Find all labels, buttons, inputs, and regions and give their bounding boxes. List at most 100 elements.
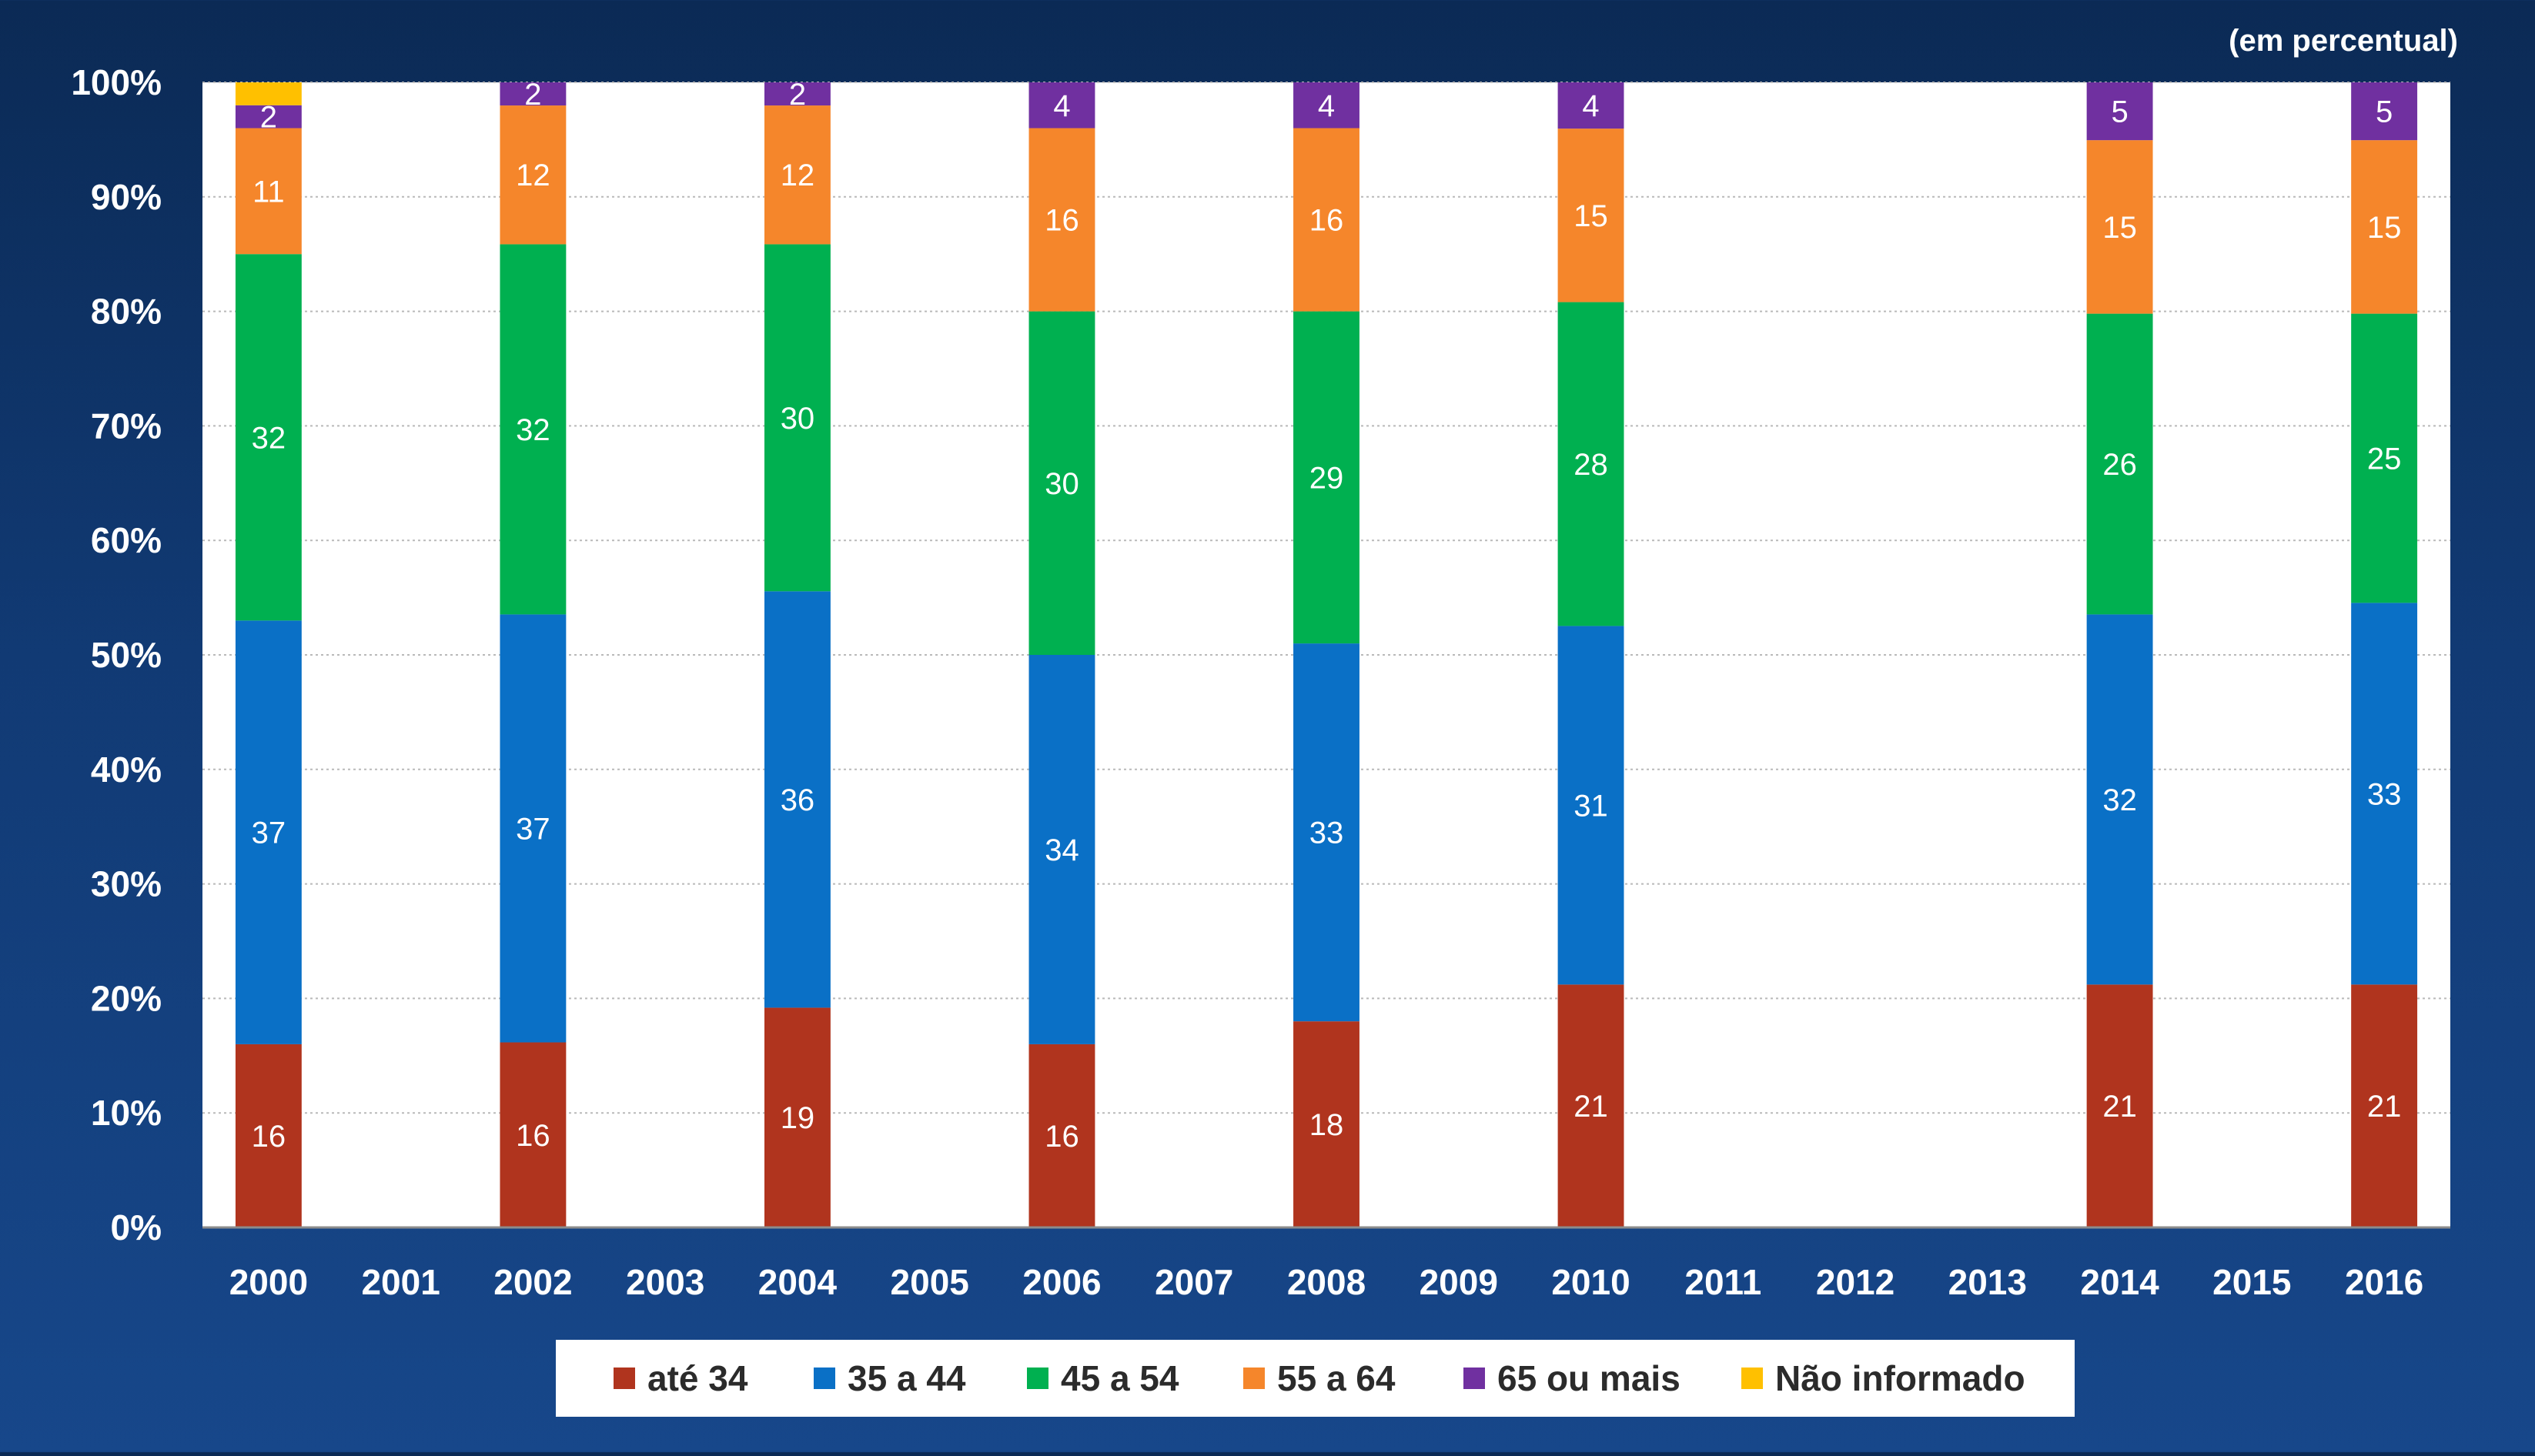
bar-segment <box>764 1007 831 1227</box>
data-label: 4 <box>1582 89 1599 123</box>
data-label: 21 <box>2102 1090 2137 1124</box>
legend-label: Não informado <box>1775 1358 2025 1398</box>
bar-segment <box>1293 311 1359 644</box>
data-label: 5 <box>2111 95 2128 129</box>
data-label: 28 <box>1574 448 1608 482</box>
legend: até 34 35 a 44 45 a 54 55 a 64 65 ou mais Não… <box>556 1340 2075 1417</box>
data-label: 36 <box>781 783 815 817</box>
x-tick-label: 2004 <box>758 1262 838 1302</box>
y-tick-label: 100% <box>71 62 162 102</box>
bars <box>235 82 2418 1227</box>
data-label: 32 <box>516 413 550 447</box>
bar-segment <box>2351 984 2418 1227</box>
y-tick-label: 0% <box>111 1207 162 1247</box>
data-label: 34 <box>1045 833 1079 867</box>
legend-swatch <box>1027 1368 1048 1389</box>
bar-segment <box>764 591 831 1008</box>
data-label: 16 <box>516 1119 550 1153</box>
bar-segment <box>2086 313 2153 615</box>
legend-swatch <box>1243 1368 1265 1389</box>
bar-segment <box>1557 984 1624 1227</box>
bar-segment <box>2351 82 2418 141</box>
x-tick-label: 2016 <box>2345 1262 2423 1302</box>
bar-segment <box>2086 140 2153 314</box>
data-label: 2 <box>789 78 806 112</box>
data-label: 15 <box>2367 211 2402 245</box>
bar-segment <box>1028 655 1095 1044</box>
legend-swatch <box>814 1368 835 1389</box>
legend-swatch <box>614 1368 635 1389</box>
x-tick-label: 2014 <box>2080 1262 2159 1302</box>
bar-segment <box>1028 1044 1095 1227</box>
data-label: 33 <box>1309 816 1344 850</box>
data-label: 2 <box>524 78 541 112</box>
x-tick-label: 2005 <box>891 1262 969 1302</box>
axes: 0% 10% 20% 30% 40% 50% 60% 70% 80% 90% 100% 2000 200… <box>71 62 2450 1302</box>
bar-segment <box>235 105 302 129</box>
bar-segment <box>764 105 831 245</box>
x-tick-label: 2002 <box>493 1262 572 1302</box>
x-tick-label: 2006 <box>1022 1262 1101 1302</box>
bar-segment <box>1293 82 1359 129</box>
data-label: 37 <box>252 816 286 850</box>
data-label: 29 <box>1309 461 1344 495</box>
data-label: 32 <box>252 421 286 455</box>
bar-segment <box>1557 129 1624 302</box>
data-label: 21 <box>2367 1090 2402 1124</box>
legend-label: 45 a 54 <box>1061 1358 1179 1398</box>
bar-segment <box>235 82 302 105</box>
unit-note: (em percentual) <box>2229 24 2458 58</box>
x-tick-label: 2011 <box>1684 1262 1761 1302</box>
bar-segment <box>500 614 567 1043</box>
y-tick-label: 20% <box>91 978 162 1018</box>
y-tick-label: 30% <box>91 864 162 904</box>
data-labels: 16 37 32 11 2 16 37 32 12 2 19 36 30 12 2 16 34 30 16 4 18 33… <box>252 78 2402 1154</box>
bar-segment <box>1293 1021 1359 1227</box>
bar-segment <box>2086 614 2153 985</box>
bar-segment <box>2351 140 2418 314</box>
data-label: 37 <box>516 812 550 846</box>
x-tick-label: 2008 <box>1287 1262 1366 1302</box>
data-label: 30 <box>1045 467 1079 501</box>
data-label: 25 <box>2367 442 2402 476</box>
legend-box <box>556 1340 2075 1417</box>
bar-segment <box>1557 302 1624 626</box>
bar-segment <box>500 244 567 615</box>
x-tick-label: 2012 <box>1816 1262 1895 1302</box>
data-label: 16 <box>1045 1120 1079 1154</box>
legend-label: 55 a 64 <box>1277 1358 1396 1398</box>
data-label: 16 <box>1045 204 1079 238</box>
data-label: 30 <box>781 402 815 436</box>
legend-label: 65 ou mais <box>1497 1358 1681 1398</box>
bar-segment <box>1028 128 1095 312</box>
x-tick-label: 2007 <box>1155 1262 1233 1302</box>
bar-segment <box>2086 82 2153 141</box>
bar-segment <box>764 244 831 592</box>
bar-segment <box>2086 984 2153 1227</box>
data-label: 18 <box>1309 1108 1344 1142</box>
data-label: 19 <box>781 1101 815 1135</box>
data-label: 32 <box>2102 783 2137 817</box>
bar-segment <box>2351 603 2418 985</box>
data-label: 15 <box>2102 211 2137 245</box>
x-tick-label: 2003 <box>626 1262 704 1302</box>
bar-segment <box>1557 626 1624 985</box>
data-label: 4 <box>1053 89 1070 123</box>
data-label: 21 <box>1574 1090 1608 1124</box>
data-label: 5 <box>2376 95 2393 129</box>
y-tick-label: 90% <box>91 177 162 217</box>
y-tick-label: 60% <box>91 520 162 560</box>
bar-segment <box>235 254 302 621</box>
legend-label: 35 a 44 <box>848 1358 966 1398</box>
data-label: 16 <box>1309 204 1344 238</box>
x-tick-label: 2009 <box>1420 1262 1498 1302</box>
x-tick-label: 2015 <box>2212 1262 2291 1302</box>
data-label: 2 <box>260 101 277 135</box>
x-tick-label: 2000 <box>229 1262 308 1302</box>
bar-segment <box>500 105 567 245</box>
bar-segment <box>1293 643 1359 1022</box>
data-label: 26 <box>2102 448 2137 482</box>
bar-segment <box>1028 311 1095 655</box>
legend-swatch <box>1463 1368 1485 1389</box>
